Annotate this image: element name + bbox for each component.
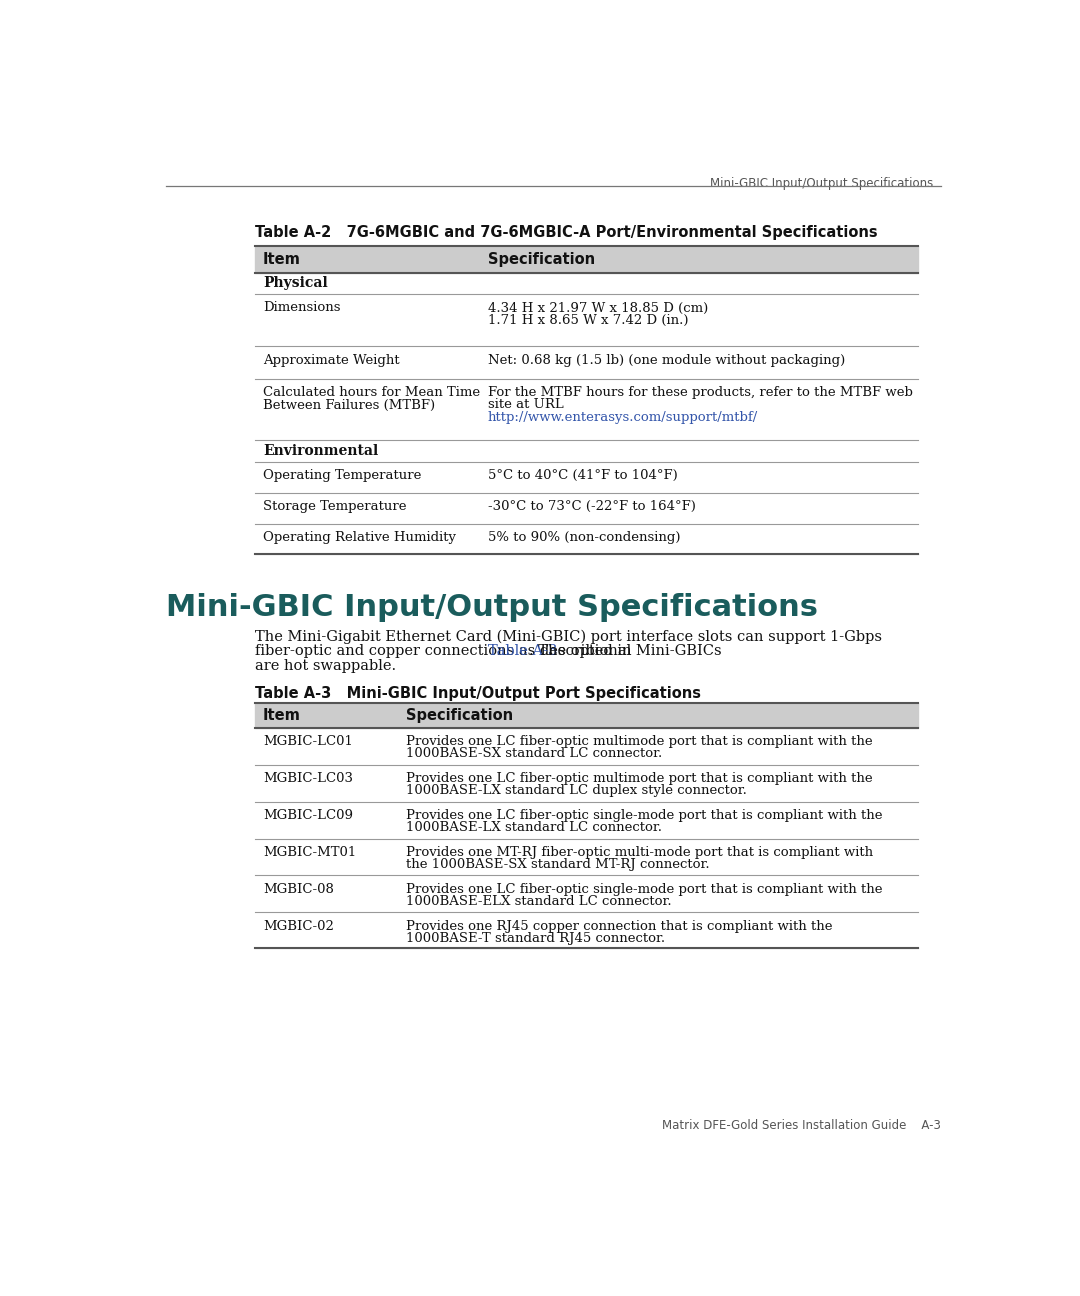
Text: Environmental: Environmental <box>262 445 378 459</box>
Text: Provides one LC fiber-optic single-mode port that is compliant with the: Provides one LC fiber-optic single-mode … <box>406 883 882 896</box>
Text: MGBIC-LC09: MGBIC-LC09 <box>262 809 353 822</box>
Bar <box>255 702 918 727</box>
Text: Operating Temperature: Operating Temperature <box>262 469 421 482</box>
Text: Provides one LC fiber-optic multimode port that is compliant with the: Provides one LC fiber-optic multimode po… <box>406 735 873 748</box>
Text: Provides one LC fiber-optic multimode port that is compliant with the: Provides one LC fiber-optic multimode po… <box>406 772 873 785</box>
Text: Table A-3   Mini-GBIC Input/Output Port Specifications: Table A-3 Mini-GBIC Input/Output Port Sp… <box>255 686 701 701</box>
Text: Table A-2   7G-6MGBIC and 7G-6MGBIC-A Port/Environmental Specifications: Table A-2 7G-6MGBIC and 7G-6MGBIC-A Port… <box>255 224 878 240</box>
Text: Dimensions: Dimensions <box>262 302 340 315</box>
Text: Specification: Specification <box>406 708 513 723</box>
Text: Table A-3: Table A-3 <box>487 644 557 658</box>
Text: http://www.enterasys.com/support/mtbf/: http://www.enterasys.com/support/mtbf/ <box>488 411 758 424</box>
Text: -30°C to 73°C (-22°F to 164°F): -30°C to 73°C (-22°F to 164°F) <box>488 500 696 513</box>
Text: Provides one MT-RJ fiber-optic multi-mode port that is compliant with: Provides one MT-RJ fiber-optic multi-mod… <box>406 846 874 859</box>
Text: Item: Item <box>262 708 300 723</box>
Text: Provides one RJ45 copper connection that is compliant with the: Provides one RJ45 copper connection that… <box>406 920 833 933</box>
Text: Between Failures (MTBF): Between Failures (MTBF) <box>262 398 435 412</box>
Text: 1000BASE-T standard RJ45 connector.: 1000BASE-T standard RJ45 connector. <box>406 932 665 945</box>
Text: MGBIC-LC01: MGBIC-LC01 <box>262 735 353 748</box>
Text: 1.71 H x 8.65 W x 7.42 D (in.): 1.71 H x 8.65 W x 7.42 D (in.) <box>488 314 688 327</box>
Text: MGBIC-02: MGBIC-02 <box>262 920 334 933</box>
Text: 1000BASE-SX standard LC connector.: 1000BASE-SX standard LC connector. <box>406 748 662 761</box>
Text: Calculated hours for Mean Time: Calculated hours for Mean Time <box>262 386 480 399</box>
Text: 1000BASE-LX standard LC connector.: 1000BASE-LX standard LC connector. <box>406 822 662 835</box>
Text: Provides one LC fiber-optic single-mode port that is compliant with the: Provides one LC fiber-optic single-mode … <box>406 809 882 822</box>
Text: MGBIC-MT01: MGBIC-MT01 <box>262 846 356 859</box>
Text: The Mini-Gigabit Ethernet Card (Mini-GBIC) port interface slots can support 1-Gb: The Mini-Gigabit Ethernet Card (Mini-GBI… <box>255 630 882 644</box>
Text: fiber-optic and copper connections as described in: fiber-optic and copper connections as de… <box>255 644 636 658</box>
Text: the 1000BASE-SX standard MT-RJ connector.: the 1000BASE-SX standard MT-RJ connector… <box>406 858 710 871</box>
Text: MGBIC-LC03: MGBIC-LC03 <box>262 772 353 785</box>
Text: Mini-GBIC Input/Output Specifications: Mini-GBIC Input/Output Specifications <box>710 178 933 191</box>
Text: 1000BASE-LX standard LC duplex style connector.: 1000BASE-LX standard LC duplex style con… <box>406 784 747 797</box>
Text: are hot swappable.: are hot swappable. <box>255 660 396 673</box>
Text: 1000BASE-ELX standard LC connector.: 1000BASE-ELX standard LC connector. <box>406 896 672 908</box>
Text: 5°C to 40°C (41°F to 104°F): 5°C to 40°C (41°F to 104°F) <box>488 469 677 482</box>
Text: 4.34 H x 21.97 W x 18.85 D (cm): 4.34 H x 21.97 W x 18.85 D (cm) <box>488 302 707 315</box>
Text: Matrix DFE-Gold Series Installation Guide    A-3: Matrix DFE-Gold Series Installation Guid… <box>662 1118 941 1131</box>
Text: Mini-GBIC Input/Output Specifications: Mini-GBIC Input/Output Specifications <box>166 592 818 622</box>
Bar <box>255 246 918 272</box>
Text: 5% to 90% (non-condensing): 5% to 90% (non-condensing) <box>488 531 680 544</box>
Text: Item: Item <box>262 251 300 267</box>
Text: site at URL: site at URL <box>488 398 564 412</box>
Text: . The optional Mini-GBICs: . The optional Mini-GBICs <box>528 644 721 658</box>
Text: Net: 0.68 kg (1.5 lb) (one module without packaging): Net: 0.68 kg (1.5 lb) (one module withou… <box>488 354 845 367</box>
Text: MGBIC-08: MGBIC-08 <box>262 883 334 896</box>
Text: Storage Temperature: Storage Temperature <box>262 500 406 513</box>
Text: For the MTBF hours for these products, refer to the MTBF web: For the MTBF hours for these products, r… <box>488 386 913 399</box>
Text: Operating Relative Humidity: Operating Relative Humidity <box>262 531 456 544</box>
Text: Specification: Specification <box>488 251 595 267</box>
Text: Physical: Physical <box>262 276 327 290</box>
Text: Approximate Weight: Approximate Weight <box>262 354 400 367</box>
